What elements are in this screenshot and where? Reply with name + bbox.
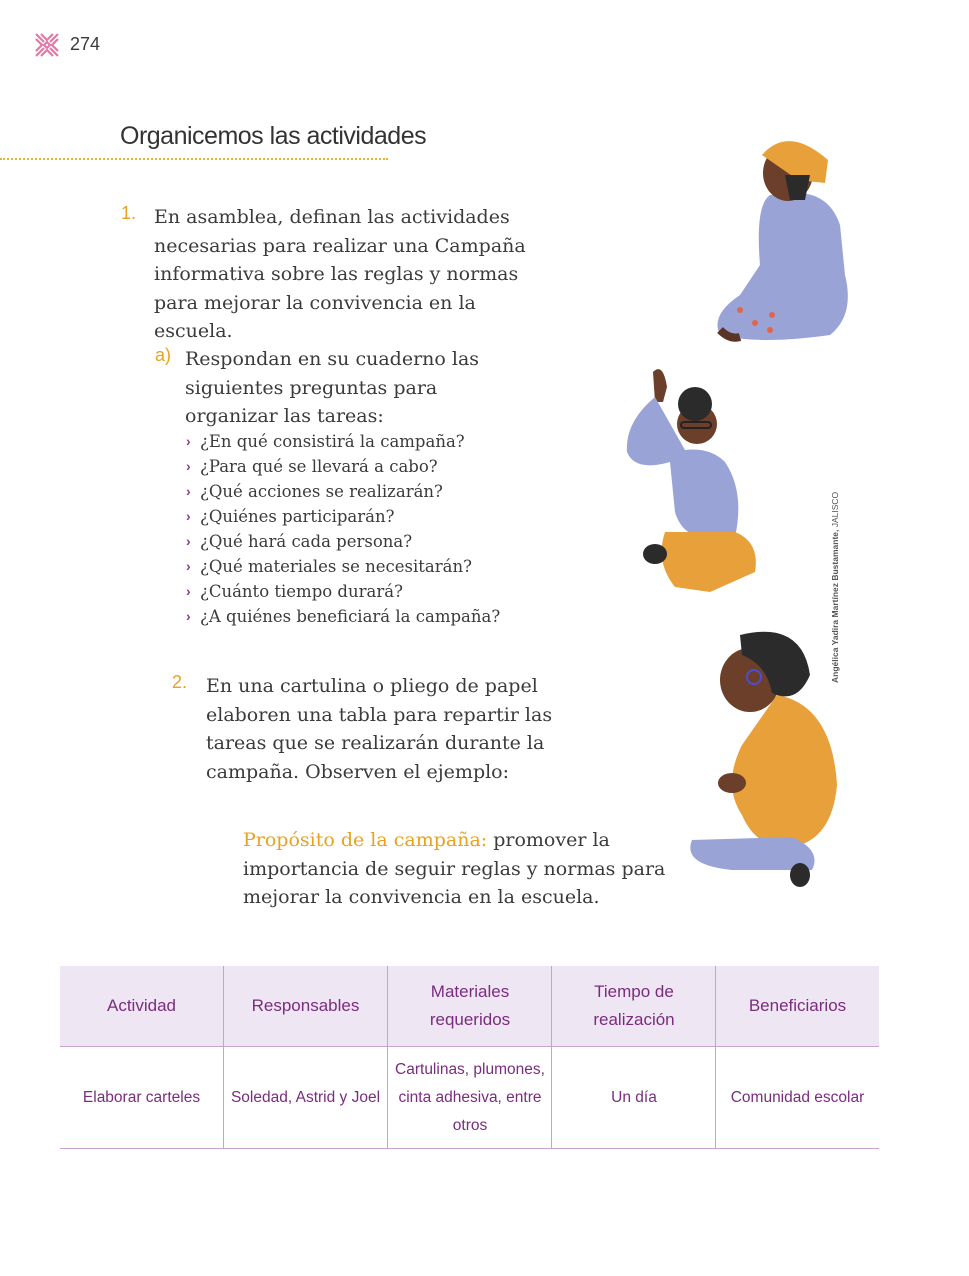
purpose-text: promover la importancia de seguir reglas…	[243, 829, 666, 908]
chevron-bullet-icon: ›	[186, 583, 191, 599]
question-list: › ¿En qué consistirá la campaña? › ¿Para q…	[186, 429, 500, 629]
child-raising-hand-illustration	[626, 369, 756, 592]
item-1-text: En asamblea, definan las actividades nec…	[154, 206, 526, 342]
chevron-bullet-icon: ›	[186, 608, 191, 624]
illustration-credit: Angélica Yadira Martínez Bustamante, JAL…	[830, 491, 840, 683]
table-cell: Elaborar carteles	[82, 1089, 201, 1106]
item-1-number: 1.	[121, 203, 137, 223]
list-item: › ¿Para qué se llevará a cabo?	[186, 454, 500, 479]
list-item: › ¿Cuánto tiempo durará?	[186, 579, 500, 604]
table-divider	[223, 966, 224, 1149]
table-cell: Cartulinas, plumones, cinta adhesiva, en…	[395, 1061, 545, 1134]
table-header-row	[60, 966, 879, 1046]
item-1a-letter: a)	[155, 345, 172, 365]
table-divider	[60, 1148, 879, 1149]
table-divider	[715, 966, 716, 1149]
chevron-bullet-icon: ›	[186, 483, 191, 499]
chevron-bullet-icon: ›	[186, 458, 191, 474]
table-header-cell: Actividad	[107, 996, 176, 1015]
chevron-bullet-icon: ›	[186, 558, 191, 574]
table-header-cell: Materiales requeridos	[429, 982, 511, 1029]
item-2-text: En una cartulina o pliego de papel elabo…	[206, 675, 553, 783]
child-sitting-illustration	[717, 141, 848, 342]
child-kneeling-illustration	[690, 631, 837, 887]
page-ornament-icon	[35, 33, 59, 57]
title-underline	[0, 158, 388, 160]
table-divider	[60, 1046, 879, 1047]
item-1a-text: Respondan en su cuaderno las siguientes …	[185, 348, 480, 427]
list-item: › ¿Qué hará cada persona?	[186, 529, 500, 554]
campaign-purpose: Propósito de la campaña: promover la imp…	[243, 826, 673, 912]
chevron-bullet-icon: ›	[186, 433, 191, 449]
table-cell: Soledad, Astrid y Joel	[230, 1089, 381, 1106]
list-item: › ¿Qué acciones se realizarán?	[186, 479, 500, 504]
section-title: Organicemos las actividades	[120, 122, 427, 150]
table-header-cell: Responsables	[251, 996, 360, 1015]
list-item: › ¿A quiénes beneficiará la campaña?	[186, 604, 500, 629]
table-header-cell: Tiempo de realización	[593, 982, 675, 1029]
table-header-cell: Beneficiarios	[748, 996, 847, 1015]
chevron-bullet-icon: ›	[186, 533, 191, 549]
list-item: › ¿Quiénes participarán?	[186, 504, 500, 529]
item-2-number: 2.	[172, 672, 188, 692]
task-distribution-table: Actividad Responsables Materiales requer…	[60, 966, 879, 1149]
table-cell: Un día	[611, 1089, 657, 1106]
purpose-label: Propósito de la campaña:	[243, 829, 488, 851]
table-divider	[551, 966, 552, 1149]
table-cell: Comunidad escolar	[730, 1089, 865, 1106]
chevron-bullet-icon: ›	[186, 508, 191, 524]
page-number: 274	[70, 34, 101, 54]
table-divider	[387, 966, 388, 1149]
list-item: › ¿Qué materiales se necesitarán?	[186, 554, 500, 579]
list-item: › ¿En qué consistirá la campaña?	[186, 429, 500, 454]
